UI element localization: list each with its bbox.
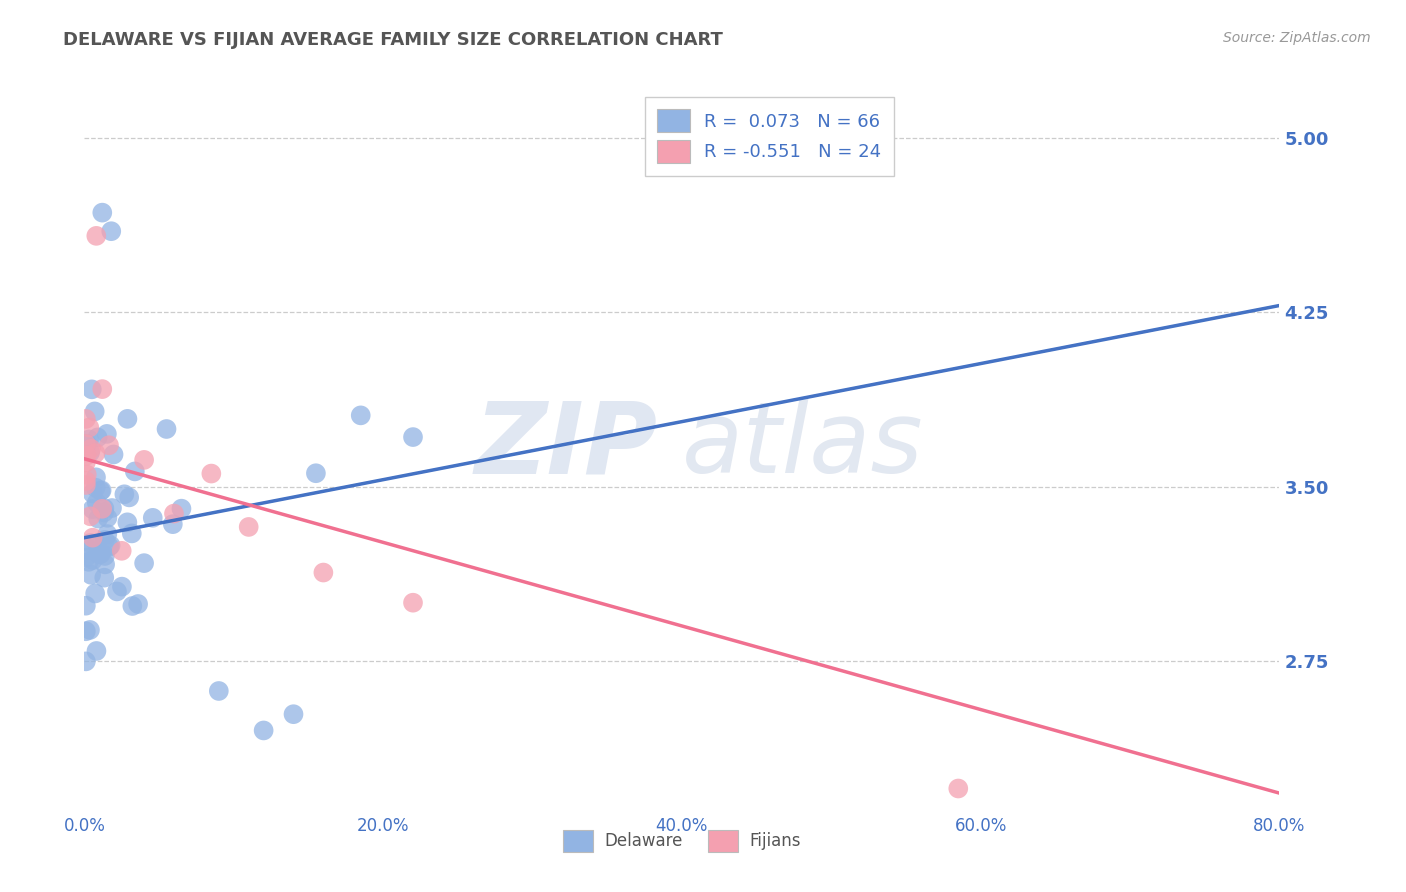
- Point: [155, 422, 177, 436]
- Point: [86, 430, 108, 444]
- Text: atlas: atlas: [682, 398, 924, 494]
- Point: [117, 412, 139, 426]
- Point: [105, 584, 128, 599]
- Point: [103, 448, 125, 462]
- Point: [100, 538, 122, 552]
- Point: [162, 517, 184, 532]
- Point: [77, 555, 100, 569]
- Point: [312, 566, 335, 580]
- Point: [82, 486, 104, 500]
- Point: [76, 436, 98, 450]
- Point: [127, 597, 149, 611]
- Point: [77, 542, 100, 557]
- Point: [100, 224, 122, 238]
- Point: [90, 483, 112, 498]
- Point: [83, 404, 105, 418]
- Point: [402, 596, 425, 610]
- Point: [91, 501, 114, 516]
- Point: [79, 509, 101, 524]
- Point: [75, 437, 97, 451]
- Point: [89, 547, 111, 561]
- Text: Source: ZipAtlas.com: Source: ZipAtlas.com: [1223, 31, 1371, 45]
- Point: [75, 455, 97, 469]
- Point: [121, 599, 143, 613]
- Legend: Delaware, Fijians: Delaware, Fijians: [557, 823, 807, 858]
- Point: [93, 533, 115, 547]
- Point: [111, 580, 134, 594]
- Point: [94, 549, 117, 563]
- Point: [87, 546, 110, 560]
- Point: [93, 571, 115, 585]
- Point: [132, 453, 156, 467]
- Point: [79, 420, 101, 434]
- Point: [91, 205, 114, 219]
- Point: [96, 426, 118, 441]
- Point: [200, 467, 222, 481]
- Point: [98, 540, 121, 554]
- Point: [75, 599, 97, 613]
- Point: [101, 501, 124, 516]
- Point: [82, 531, 104, 545]
- Point: [84, 481, 107, 495]
- Point: [170, 501, 193, 516]
- Point: [75, 654, 97, 668]
- Point: [75, 478, 97, 492]
- Point: [75, 474, 97, 488]
- Point: [238, 520, 260, 534]
- Point: [90, 547, 112, 561]
- Point: [82, 502, 104, 516]
- Point: [76, 467, 98, 482]
- Point: [93, 505, 115, 519]
- Point: [283, 707, 305, 722]
- Point: [94, 558, 117, 572]
- Point: [305, 467, 328, 481]
- Point: [96, 511, 118, 525]
- Point: [80, 442, 103, 456]
- Point: [93, 501, 115, 516]
- Point: [80, 382, 103, 396]
- Point: [84, 470, 107, 484]
- Point: [402, 430, 425, 444]
- Point: [142, 511, 165, 525]
- Point: [77, 433, 100, 447]
- Point: [75, 550, 97, 565]
- Point: [96, 527, 118, 541]
- Point: [948, 781, 970, 796]
- Point: [118, 491, 141, 505]
- Point: [111, 543, 134, 558]
- Point: [79, 445, 101, 459]
- Point: [86, 496, 108, 510]
- Point: [80, 567, 103, 582]
- Point: [75, 624, 97, 639]
- Text: DELAWARE VS FIJIAN AVERAGE FAMILY SIZE CORRELATION CHART: DELAWARE VS FIJIAN AVERAGE FAMILY SIZE C…: [63, 31, 723, 49]
- Point: [79, 623, 101, 637]
- Point: [75, 412, 97, 426]
- Point: [124, 464, 146, 478]
- Point: [90, 483, 112, 498]
- Point: [82, 553, 104, 567]
- Point: [163, 507, 186, 521]
- Point: [87, 511, 110, 525]
- Point: [76, 449, 98, 463]
- Point: [121, 526, 143, 541]
- Point: [79, 536, 101, 550]
- Point: [132, 556, 156, 570]
- Point: [86, 228, 108, 243]
- Point: [84, 446, 107, 460]
- Point: [86, 537, 108, 551]
- Point: [112, 487, 135, 501]
- Point: [86, 644, 108, 658]
- Point: [208, 684, 231, 698]
- Point: [98, 438, 121, 452]
- Point: [91, 382, 114, 396]
- Point: [350, 409, 373, 423]
- Text: ZIP: ZIP: [475, 398, 658, 494]
- Point: [84, 586, 107, 600]
- Point: [253, 723, 276, 738]
- Point: [117, 516, 139, 530]
